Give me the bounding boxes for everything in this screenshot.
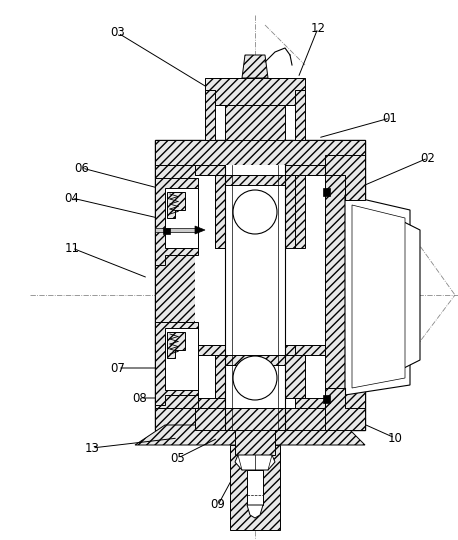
Polygon shape xyxy=(167,192,185,218)
Polygon shape xyxy=(230,445,280,530)
Text: 10: 10 xyxy=(387,431,403,444)
Polygon shape xyxy=(163,228,170,234)
Polygon shape xyxy=(215,175,295,248)
Text: 02: 02 xyxy=(420,152,436,165)
Polygon shape xyxy=(323,188,330,196)
Polygon shape xyxy=(242,55,268,78)
Polygon shape xyxy=(155,140,195,430)
Polygon shape xyxy=(295,90,305,140)
Polygon shape xyxy=(155,140,365,165)
Polygon shape xyxy=(155,178,198,265)
Polygon shape xyxy=(155,408,365,430)
Polygon shape xyxy=(390,215,420,375)
Polygon shape xyxy=(345,195,410,395)
Polygon shape xyxy=(215,355,305,398)
Text: 03: 03 xyxy=(111,26,125,39)
Polygon shape xyxy=(325,388,365,430)
Polygon shape xyxy=(155,390,198,408)
Circle shape xyxy=(233,190,277,234)
Polygon shape xyxy=(247,505,263,518)
Polygon shape xyxy=(325,155,365,200)
Polygon shape xyxy=(235,455,275,470)
Text: 01: 01 xyxy=(382,111,398,125)
Polygon shape xyxy=(195,408,325,430)
Polygon shape xyxy=(167,332,185,358)
Text: 11: 11 xyxy=(65,241,80,254)
Polygon shape xyxy=(195,165,225,248)
Text: 06: 06 xyxy=(75,161,89,174)
Polygon shape xyxy=(323,395,330,403)
Text: 12: 12 xyxy=(311,22,326,35)
Polygon shape xyxy=(155,140,365,430)
Polygon shape xyxy=(135,425,365,445)
Polygon shape xyxy=(205,78,305,105)
Polygon shape xyxy=(195,165,325,175)
Polygon shape xyxy=(247,470,263,505)
Polygon shape xyxy=(195,165,325,408)
Text: 13: 13 xyxy=(85,442,99,455)
Circle shape xyxy=(233,356,277,400)
Polygon shape xyxy=(295,165,325,248)
Polygon shape xyxy=(352,205,405,388)
Text: 05: 05 xyxy=(171,451,185,464)
Polygon shape xyxy=(215,78,295,140)
Polygon shape xyxy=(155,322,198,405)
Text: 09: 09 xyxy=(211,498,225,511)
Polygon shape xyxy=(165,328,198,390)
Text: 04: 04 xyxy=(65,192,79,205)
Polygon shape xyxy=(235,430,275,455)
Polygon shape xyxy=(165,188,198,248)
Polygon shape xyxy=(195,345,325,355)
Polygon shape xyxy=(225,165,285,430)
Polygon shape xyxy=(295,345,325,408)
Polygon shape xyxy=(205,90,215,140)
Polygon shape xyxy=(195,226,205,234)
Text: 07: 07 xyxy=(110,361,125,375)
Polygon shape xyxy=(325,140,365,430)
Polygon shape xyxy=(155,228,195,232)
Text: 08: 08 xyxy=(133,392,147,404)
Polygon shape xyxy=(195,345,225,408)
